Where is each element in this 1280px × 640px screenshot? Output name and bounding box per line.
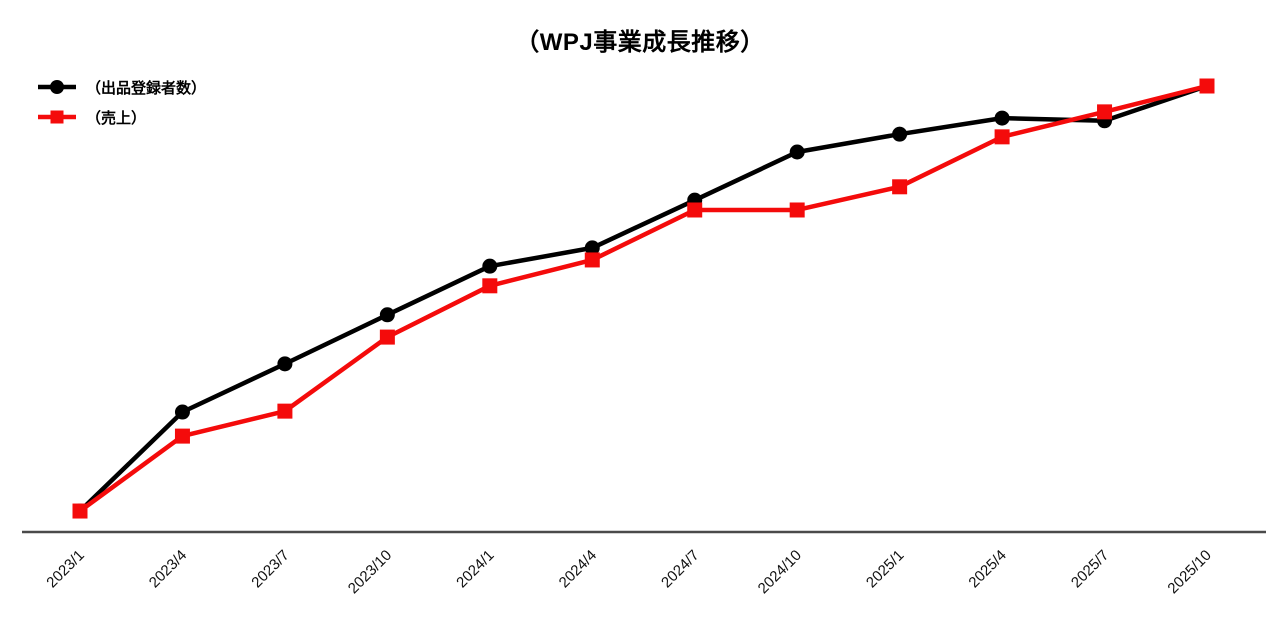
data-point-circle [892, 126, 908, 142]
x-tick-label: 2025/1 [863, 547, 907, 591]
x-tick-label: 2023/4 [146, 547, 190, 591]
data-point-square [1199, 78, 1215, 94]
data-point-circle [482, 258, 498, 274]
data-point-square [174, 428, 190, 444]
data-point-circle [379, 307, 395, 323]
data-point-square [379, 329, 395, 345]
x-tick-label: 2025/4 [965, 547, 1009, 591]
data-point-square [584, 252, 600, 268]
x-tick-label: 2025/10 [1164, 547, 1214, 597]
legend-item-sales: （売上） [37, 105, 206, 129]
data-point-circle [789, 144, 805, 160]
data-point-square [687, 202, 703, 218]
x-tick-label: 2024/10 [755, 547, 805, 597]
legend-item-registrants: （出品登録者数） [37, 75, 206, 99]
x-tick-label: 2023/10 [345, 547, 395, 597]
x-tick-label: 2024/4 [556, 547, 600, 591]
chart-title: （WPJ事業成長推移） [515, 29, 765, 56]
data-point-circle [994, 110, 1010, 126]
line-square-marker-icon [38, 110, 76, 124]
data-point-circle [584, 240, 600, 256]
data-point-circle [277, 356, 293, 372]
x-tick-label: 2024/1 [453, 547, 497, 591]
data-point-square [1097, 104, 1113, 120]
data-point-square [277, 403, 293, 419]
x-tick-label: 2023/7 [248, 547, 292, 591]
series-line-0 [77, 83, 1210, 514]
data-point-square [892, 179, 908, 195]
x-tick-label: 2024/7 [658, 547, 702, 591]
legend-label-sales: （売上） [86, 109, 147, 127]
legend: （出品登録者数） （売上） [37, 75, 206, 129]
data-point-square [482, 278, 498, 294]
data-point-square [72, 503, 88, 519]
data-point-square [789, 202, 805, 218]
x-tick-label: 2025/7 [1068, 547, 1112, 591]
line-circle-marker-icon [38, 80, 76, 94]
series-line-1 [77, 83, 1210, 514]
data-point-square [994, 129, 1010, 145]
legend-label-registrants: （出品登録者数） [86, 79, 207, 97]
x-tick-label: 2023/1 [43, 547, 87, 591]
data-point-circle [174, 404, 190, 420]
